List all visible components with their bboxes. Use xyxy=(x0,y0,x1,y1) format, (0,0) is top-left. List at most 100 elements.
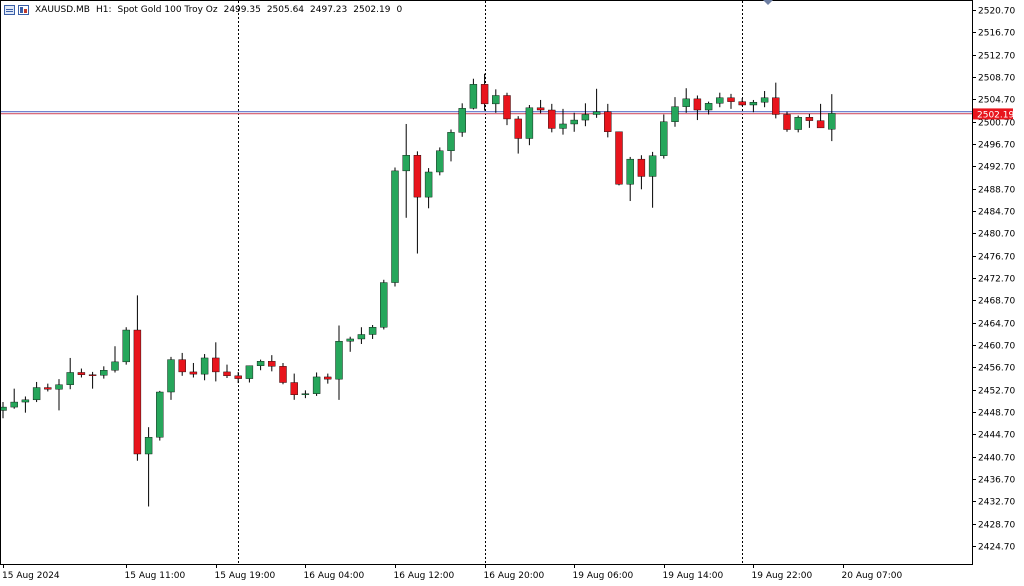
bull-candle-body[interactable] xyxy=(626,158,634,185)
bull-candle-body[interactable] xyxy=(525,107,534,139)
bull-candle-body[interactable] xyxy=(682,98,690,107)
bull-candle-body[interactable] xyxy=(245,365,254,379)
chart-type-icon[interactable] xyxy=(18,5,29,15)
bear-candle-body[interactable] xyxy=(212,357,220,373)
bull-candle-body[interactable] xyxy=(100,370,108,376)
bull-candle-body[interactable] xyxy=(436,150,444,173)
bear-candle-body[interactable] xyxy=(503,95,511,120)
current-price-tag-box xyxy=(973,108,1013,120)
bull-candle-body[interactable] xyxy=(144,437,153,455)
bear-candle-body[interactable] xyxy=(290,382,298,396)
bull-candle-body[interactable] xyxy=(256,361,265,366)
price-tick-label: 2492.70 xyxy=(978,163,1015,173)
bull-candle-body[interactable] xyxy=(402,155,410,172)
bull-candle-body[interactable] xyxy=(391,170,399,283)
price-tick-label: 2476.70 xyxy=(978,253,1015,263)
bear-candle-body[interactable] xyxy=(536,107,545,111)
bear-candle-body[interactable] xyxy=(693,98,702,111)
bull-candle-body[interactable] xyxy=(469,84,478,109)
bear-candle-body[interactable] xyxy=(615,131,623,185)
bear-candle-body[interactable] xyxy=(189,371,198,375)
bear-candle-body[interactable] xyxy=(727,97,735,102)
bear-candle-body[interactable] xyxy=(77,372,86,375)
time-tick-label: 19 Aug 06:00 xyxy=(573,571,634,581)
bear-candle-body[interactable] xyxy=(413,155,422,198)
chart-window-icon[interactable] xyxy=(4,5,15,15)
price-tick-label: 2468.70 xyxy=(978,297,1015,307)
bull-candle-body[interactable] xyxy=(156,391,164,438)
bear-candle-body[interactable] xyxy=(268,361,276,367)
bear-candle-body[interactable] xyxy=(816,120,825,129)
bear-candle-body[interactable] xyxy=(783,114,791,130)
bear-candle-body[interactable] xyxy=(805,117,814,121)
bull-candle-body[interactable] xyxy=(167,359,175,393)
bull-candle-body[interactable] xyxy=(660,121,668,156)
bull-candle-body[interactable] xyxy=(749,101,758,106)
price-tick-label: 2512.70 xyxy=(978,52,1015,62)
bull-candle-body[interactable] xyxy=(704,103,713,111)
bull-candle-body[interactable] xyxy=(671,106,679,122)
bear-candle-body[interactable] xyxy=(234,375,242,379)
price-tick-label: 2464.70 xyxy=(978,320,1015,330)
bull-candle-body[interactable] xyxy=(828,113,836,130)
bear-candle-body[interactable] xyxy=(772,97,780,115)
bear-candle-body[interactable] xyxy=(223,371,231,377)
bear-candle-body[interactable] xyxy=(514,118,522,139)
bull-candle-body[interactable] xyxy=(458,108,466,133)
current-price-tag-label: 2502.19 xyxy=(977,110,1014,120)
header-open: 2499.35 xyxy=(223,5,261,15)
bull-candle-body[interactable] xyxy=(716,97,724,104)
bear-candle-body[interactable] xyxy=(88,374,97,376)
bull-candle-body[interactable] xyxy=(200,357,209,375)
chart-header: XAUUSD.MB H1: Spot Gold 100 Troy Oz 2499… xyxy=(0,0,402,20)
price-tick-label: 2440.70 xyxy=(978,454,1015,464)
bear-candle-body[interactable] xyxy=(548,109,556,129)
price-tick-label: 2444.70 xyxy=(978,431,1015,441)
bull-candle-body[interactable] xyxy=(592,111,601,115)
bull-candle-body[interactable] xyxy=(111,361,119,371)
bear-candle-body[interactable] xyxy=(604,111,612,132)
time-axis[interactable]: 15 Aug 2024 15 Aug 11:00 15 Aug 19:00 16 Au… xyxy=(2,564,902,581)
bull-candle-body[interactable] xyxy=(447,132,455,151)
chart-shift-marker-icon[interactable] xyxy=(763,0,773,5)
bear-candle-body[interactable] xyxy=(324,376,332,380)
bear-candle-body[interactable] xyxy=(637,158,646,177)
bull-candle-body[interactable] xyxy=(122,329,130,363)
bear-candle-body[interactable] xyxy=(44,387,52,390)
bull-candle-body[interactable] xyxy=(10,401,18,408)
price-tick-label: 2448.70 xyxy=(978,409,1015,419)
bull-candle-body[interactable] xyxy=(346,338,354,342)
bull-candle-body[interactable] xyxy=(581,114,590,121)
bull-candle-body[interactable] xyxy=(357,334,366,340)
bull-candle-body[interactable] xyxy=(335,340,343,380)
bull-candle-body[interactable] xyxy=(32,387,41,401)
bull-candle-body[interactable] xyxy=(760,97,769,103)
bull-candle-body[interactable] xyxy=(648,155,657,177)
price-tick-label: 2496.70 xyxy=(978,141,1015,151)
bull-candle-body[interactable] xyxy=(0,406,7,411)
bull-candle-body[interactable] xyxy=(570,119,578,125)
bear-candle-body[interactable] xyxy=(178,359,186,373)
bull-candle-body[interactable] xyxy=(368,327,377,335)
bear-candle-body[interactable] xyxy=(279,366,287,383)
bull-candle-body[interactable] xyxy=(492,95,500,105)
header-close: 2502.19 xyxy=(353,5,391,15)
bull-candle-body[interactable] xyxy=(55,384,63,390)
price-tick-label: 2520.70 xyxy=(978,7,1015,17)
price-tick-label: 2516.70 xyxy=(978,29,1015,39)
bear-candle-body[interactable] xyxy=(738,101,746,106)
bull-candle-body[interactable] xyxy=(559,123,567,129)
bull-candle-body[interactable] xyxy=(312,376,321,394)
price-axis[interactable]: 2424.70 2428.70 2432.70 2436.70 2440.70 2444.… xyxy=(972,7,1015,553)
candles[interactable] xyxy=(0,73,836,507)
bull-candle-body[interactable] xyxy=(380,282,388,328)
bull-candle-body[interactable] xyxy=(21,399,30,403)
bull-candle-body[interactable] xyxy=(301,393,310,395)
bull-candle-body[interactable] xyxy=(66,372,74,385)
bull-candle-body[interactable] xyxy=(794,117,802,130)
bull-candle-body[interactable] xyxy=(424,171,433,198)
bear-candle-body[interactable] xyxy=(133,329,142,455)
bear-candle-body[interactable] xyxy=(480,84,489,105)
time-tick-label: 19 Aug 14:00 xyxy=(663,571,724,581)
